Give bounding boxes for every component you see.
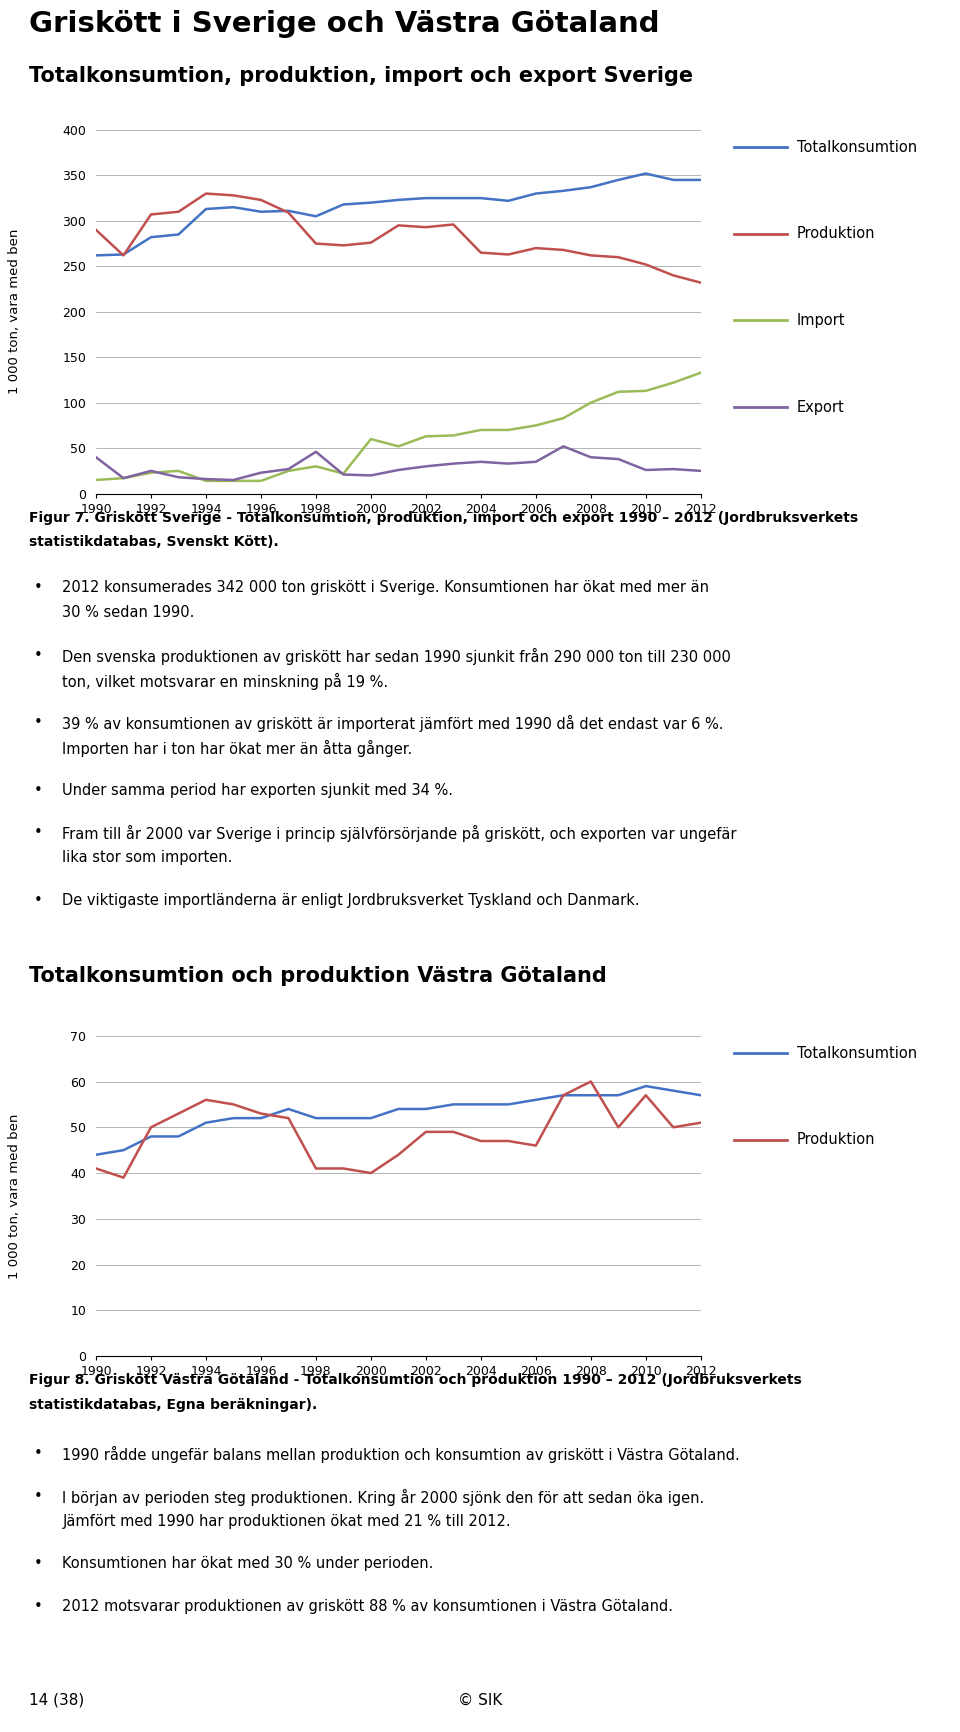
Text: Totalkonsumtion: Totalkonsumtion: [797, 1046, 917, 1060]
Text: Konsumtionen har ökat med 30 % under perioden.: Konsumtionen har ökat med 30 % under per…: [62, 1557, 434, 1571]
Text: Den svenska produktionen av griskött har sedan 1990 sjunkit från 290 000 ton til: Den svenska produktionen av griskött har…: [62, 648, 732, 665]
Text: •: •: [34, 1557, 42, 1571]
Text: Jämfört med 1990 har produktionen ökat med 21 % till 2012.: Jämfört med 1990 har produktionen ökat m…: [62, 1514, 511, 1529]
Text: •: •: [34, 1599, 42, 1614]
Text: 1 000 ton, vara med ben: 1 000 ton, vara med ben: [8, 229, 21, 395]
Text: Figur 8. Griskött Västra Götaland - Totalkonsumtion och produktion 1990 – 2012 (: Figur 8. Griskött Västra Götaland - Tota…: [29, 1373, 802, 1387]
Text: I början av perioden steg produktionen. Kring år 2000 sjönk den för att sedan ök: I början av perioden steg produktionen. …: [62, 1490, 705, 1505]
Text: De viktigaste importländerna är enligt Jordbruksverket Tyskland och Danmark.: De viktigaste importländerna är enligt J…: [62, 894, 640, 908]
Text: Under samma period har exporten sjunkit med 34 %.: Under samma period har exporten sjunkit …: [62, 783, 453, 798]
Text: •: •: [34, 715, 42, 731]
Text: lika stor som importen.: lika stor som importen.: [62, 850, 232, 866]
Text: Fram till år 2000 var Sverige i princip självförsörjande på griskött, och export: Fram till år 2000 var Sverige i princip …: [62, 826, 737, 842]
Text: ton, vilket motsvarar en minskning på 19 %.: ton, vilket motsvarar en minskning på 19…: [62, 674, 389, 689]
Text: Griskött i Sverige och Västra Götaland: Griskött i Sverige och Västra Götaland: [29, 9, 660, 38]
Text: Produktion: Produktion: [797, 1133, 876, 1147]
Text: •: •: [34, 580, 42, 596]
Text: •: •: [34, 894, 42, 908]
Text: Importen har i ton har ökat mer än åtta gånger.: Importen har i ton har ökat mer än åtta …: [62, 741, 413, 757]
Text: Import: Import: [797, 313, 846, 327]
Text: •: •: [34, 1446, 42, 1462]
Text: Totalkonsumtion och produktion Västra Götaland: Totalkonsumtion och produktion Västra Gö…: [29, 966, 607, 987]
Text: 1990 rådde ungefär balans mellan produktion och konsumtion av griskött i Västra : 1990 rådde ungefär balans mellan produkt…: [62, 1446, 740, 1464]
Text: •: •: [34, 826, 42, 840]
Text: •: •: [34, 783, 42, 798]
Text: Export: Export: [797, 400, 845, 414]
Text: Totalkonsumtion, produktion, import och export Sverige: Totalkonsumtion, produktion, import och …: [29, 66, 693, 87]
Text: 2012 motsvarar produktionen av griskött 88 % av konsumtionen i Västra Götaland.: 2012 motsvarar produktionen av griskött …: [62, 1599, 673, 1614]
Text: © SIK: © SIK: [458, 1692, 502, 1708]
Text: 1 000 ton, vara med ben: 1 000 ton, vara med ben: [8, 1114, 21, 1278]
Text: Figur 7. Griskött Sverige - Totalkonsumtion, produktion, import och export 1990 : Figur 7. Griskött Sverige - Totalkonsumt…: [29, 511, 858, 525]
Text: statistikdatabas, Egna beräkningar).: statistikdatabas, Egna beräkningar).: [29, 1398, 317, 1412]
Text: 14 (38): 14 (38): [29, 1692, 84, 1708]
Text: Produktion: Produktion: [797, 227, 876, 241]
Text: statistikdatabas, Svenskt Kött).: statistikdatabas, Svenskt Kött).: [29, 535, 278, 549]
Text: Totalkonsumtion: Totalkonsumtion: [797, 140, 917, 154]
Text: •: •: [34, 648, 42, 663]
Text: •: •: [34, 1490, 42, 1503]
Text: 2012 konsumerades 342 000 ton griskött i Sverige. Konsumtionen har ökat med mer : 2012 konsumerades 342 000 ton griskött i…: [62, 580, 709, 596]
Text: 39 % av konsumtionen av griskött är importerat jämfört med 1990 då det endast va: 39 % av konsumtionen av griskött är impo…: [62, 715, 724, 733]
Text: 30 % sedan 1990.: 30 % sedan 1990.: [62, 606, 195, 620]
